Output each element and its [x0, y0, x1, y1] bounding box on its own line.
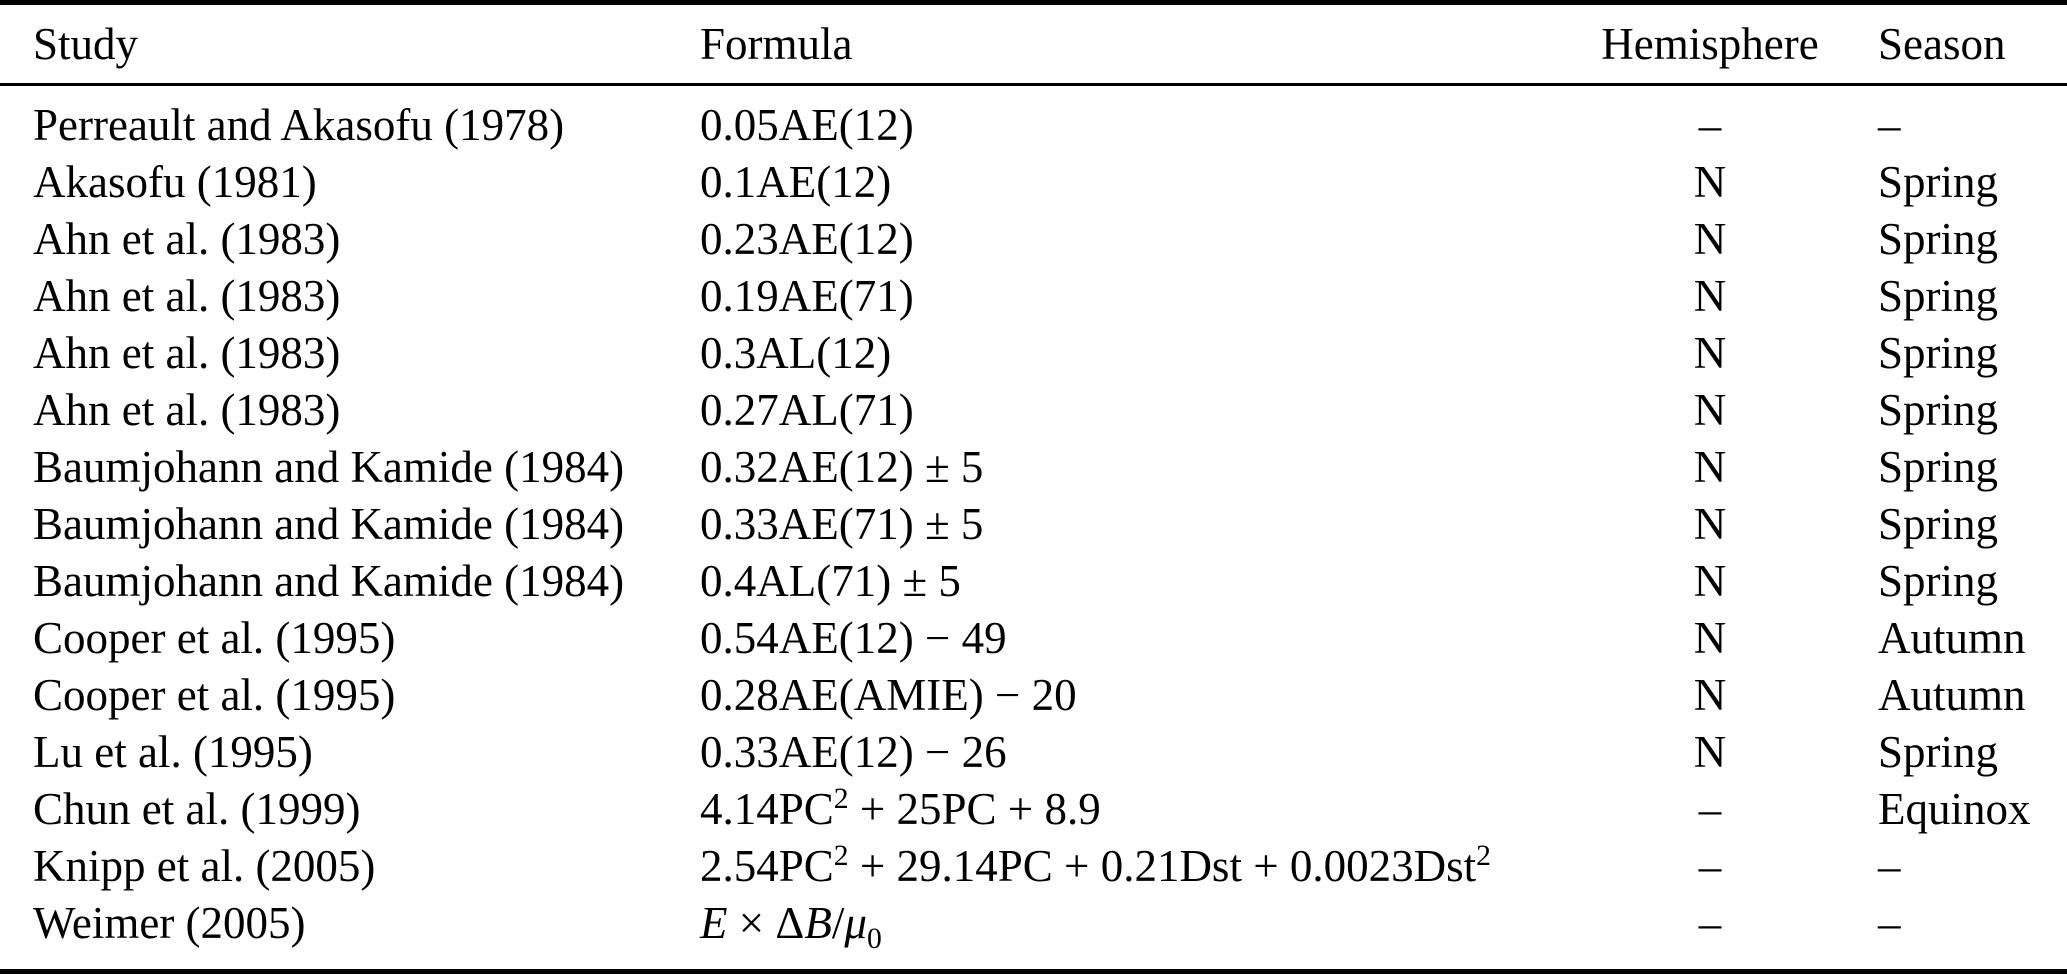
- season-cell: –: [1878, 840, 1901, 891]
- season-cell: Spring: [1878, 270, 1999, 321]
- hemisphere-cell: N: [1693, 555, 1727, 606]
- study-cell: Ahn et al. (1983): [33, 384, 341, 435]
- study-cell: Ahn et al. (1983): [33, 270, 341, 321]
- table-row: Baumjohann and Kamide (1984) 0.33AE(71) ±…: [0, 495, 2067, 552]
- study-cell: Ahn et al. (1983): [33, 213, 341, 264]
- table-row: Baumjohann and Kamide (1984) 0.4AL(71) ± …: [0, 552, 2067, 609]
- study-cell: Baumjohann and Kamide (1984): [33, 498, 625, 549]
- season-cell: Spring: [1878, 555, 1999, 606]
- table-row: Weimer (2005) E × ΔB/μ0 – –: [0, 894, 2067, 972]
- study-cell: Lu et al. (1995): [33, 726, 313, 777]
- hemisphere-cell: N: [1693, 213, 1727, 264]
- formula-cell: 0.23AE(12): [700, 213, 914, 264]
- study-cell: Akasofu (1981): [33, 156, 317, 207]
- column-header-study: Study: [0, 2, 700, 86]
- table-row: Knipp et al. (2005) 2.54PC2 + 29.14PC + 0…: [0, 837, 2067, 894]
- season-cell: Spring: [1878, 213, 1999, 264]
- table-row: Ahn et al. (1983) 0.3AL(12) N Spring: [0, 324, 2067, 381]
- column-header-hemisphere: Hemisphere: [1590, 2, 1830, 86]
- formula-cell: 0.05AE(12): [700, 99, 914, 150]
- study-cell: Chun et al. (1999): [33, 783, 361, 834]
- table-row: Lu et al. (1995) 0.33AE(12) − 26 N Spring: [0, 723, 2067, 780]
- season-cell: Spring: [1878, 327, 1999, 378]
- hemisphere-cell: N: [1693, 270, 1727, 321]
- table-row: Perreault and Akasofu (1978) 0.05AE(12) – –: [0, 85, 2067, 154]
- formula-cell: 2.54PC2 + 29.14PC + 0.21Dst + 0.0023Dst2: [700, 839, 1491, 891]
- season-cell: Spring: [1878, 441, 1999, 492]
- table-row: Ahn et al. (1983) 0.27AL(71) N Spring: [0, 381, 2067, 438]
- formula-cell: E × ΔB/μ0: [700, 897, 882, 955]
- table-row: Cooper et al. (1995) 0.28AE(AMIE) − 20 N Au…: [0, 666, 2067, 723]
- formula-cell: 4.14PC2 + 25PC + 8.9: [700, 782, 1101, 834]
- hemisphere-cell: –: [1698, 897, 1722, 948]
- hemisphere-cell: N: [1693, 498, 1727, 549]
- hemisphere-cell: N: [1693, 612, 1727, 663]
- formula-cell: 0.19AE(71): [700, 270, 914, 321]
- study-cell: Perreault and Akasofu (1978): [33, 99, 565, 150]
- formula-cell: 0.4AL(71) ± 5: [700, 555, 961, 606]
- formula-cell: 0.33AE(71) ± 5: [700, 498, 984, 549]
- header-row: Study Formula Hemisphere Season: [0, 2, 2067, 86]
- formula-cell: 0.27AL(71): [700, 384, 914, 435]
- table-body: Perreault and Akasofu (1978) 0.05AE(12) – –…: [0, 85, 2067, 972]
- formula-cell: 0.3AL(12): [700, 327, 892, 378]
- season-cell: Spring: [1878, 384, 1999, 435]
- study-cell: Ahn et al. (1983): [33, 327, 341, 378]
- formula-cell: 0.32AE(12) ± 5: [700, 441, 984, 492]
- study-cell: Baumjohann and Kamide (1984): [33, 555, 625, 606]
- column-header-season: Season: [1830, 2, 2067, 86]
- table-row: Baumjohann and Kamide (1984) 0.32AE(12) ±…: [0, 438, 2067, 495]
- season-cell: Spring: [1878, 156, 1999, 207]
- formula-cell: 0.33AE(12) − 26: [700, 726, 1007, 777]
- study-cell: Baumjohann and Kamide (1984): [33, 441, 625, 492]
- table-row: Ahn et al. (1983) 0.23AE(12) N Spring: [0, 210, 2067, 267]
- hemisphere-cell: –: [1698, 840, 1722, 891]
- season-cell: –: [1878, 897, 1901, 948]
- hemisphere-cell: N: [1693, 327, 1727, 378]
- hemisphere-cell: N: [1693, 384, 1727, 435]
- season-cell: Spring: [1878, 498, 1999, 549]
- study-cell: Cooper et al. (1995): [33, 669, 396, 720]
- table-row: Chun et al. (1999) 4.14PC2 + 25PC + 8.9 – E…: [0, 780, 2067, 837]
- season-cell: Autumn: [1878, 612, 2026, 663]
- study-cell: Weimer (2005): [33, 897, 306, 948]
- hemisphere-cell: N: [1693, 441, 1727, 492]
- column-header-formula: Formula: [700, 2, 1590, 86]
- table-row: Akasofu (1981) 0.1AE(12) N Spring: [0, 153, 2067, 210]
- season-cell: Equinox: [1878, 783, 2031, 834]
- table-row: Ahn et al. (1983) 0.19AE(71) N Spring: [0, 267, 2067, 324]
- table-header: Study Formula Hemisphere Season: [0, 2, 2067, 86]
- hemisphere-cell: N: [1693, 156, 1727, 207]
- hemisphere-cell: N: [1693, 669, 1727, 720]
- study-cell: Knipp et al. (2005): [33, 840, 376, 891]
- table-row: Cooper et al. (1995) 0.54AE(12) − 49 N Autu…: [0, 609, 2067, 666]
- study-cell: Cooper et al. (1995): [33, 612, 396, 663]
- season-cell: Spring: [1878, 726, 1999, 777]
- formula-cell: 0.54AE(12) − 49: [700, 612, 1007, 663]
- formula-cell: 0.28AE(AMIE) − 20: [700, 669, 1077, 720]
- hemisphere-cell: –: [1698, 783, 1722, 834]
- hemisphere-cell: –: [1698, 99, 1722, 150]
- season-cell: –: [1878, 99, 1901, 150]
- season-cell: Autumn: [1878, 669, 2026, 720]
- formula-cell: 0.1AE(12): [700, 156, 892, 207]
- hemisphere-cell: N: [1693, 726, 1727, 777]
